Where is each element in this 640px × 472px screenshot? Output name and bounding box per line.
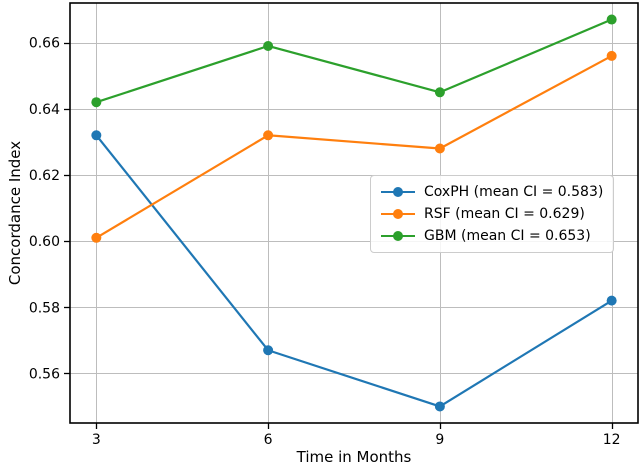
y-tick-label: 0.60 <box>29 234 60 250</box>
y-tick-label: 0.64 <box>29 102 60 118</box>
legend: CoxPH (mean CI = 0.583) RSF (mean CI = 0.… <box>370 175 615 253</box>
data-point-marker <box>434 401 445 412</box>
legend-entry: CoxPH (mean CI = 0.583) <box>381 181 603 203</box>
data-point-marker <box>434 87 445 98</box>
data-point-marker <box>263 40 274 51</box>
plot-border <box>69 2 639 424</box>
legend-line-marker-icon <box>381 208 415 220</box>
data-point-marker <box>606 14 617 25</box>
x-axis-label: Time in Months <box>296 448 412 466</box>
series-line <box>95 18 613 104</box>
x-tick-label: 12 <box>603 432 621 448</box>
legend-entry-label: CoxPH (mean CI = 0.583) <box>424 184 604 200</box>
data-point-marker <box>263 130 274 141</box>
series-line <box>95 54 613 239</box>
data-point-marker <box>606 50 617 61</box>
legend-dot-icon <box>393 209 403 219</box>
data-point-marker <box>263 345 274 356</box>
legend-entry-label: GBM (mean CI = 0.653) <box>424 228 591 244</box>
y-tick-label: 0.66 <box>29 36 60 52</box>
y-tick-label: 0.58 <box>29 300 60 316</box>
data-point-marker <box>91 97 102 108</box>
series-line <box>95 134 613 408</box>
legend-entry-label: RSF (mean CI = 0.629) <box>424 206 585 222</box>
data-point-marker <box>91 232 102 243</box>
data-point-marker <box>91 130 102 141</box>
legend-line-marker-icon <box>381 230 415 242</box>
legend-line-marker-icon <box>381 186 415 198</box>
x-tick-label: 3 <box>92 432 101 448</box>
x-tick-label: 6 <box>264 432 273 448</box>
data-point-marker <box>606 295 617 306</box>
legend-entry: GBM (mean CI = 0.653) <box>381 225 603 247</box>
legend-dot-icon <box>393 231 403 241</box>
legend-dot-icon <box>393 187 403 197</box>
y-tick-label: 0.62 <box>29 168 60 184</box>
y-tick-label: 0.56 <box>29 366 60 382</box>
x-tick-label: 9 <box>435 432 444 448</box>
y-axis-label: Concordance Index <box>6 140 24 286</box>
data-point-marker <box>434 143 445 154</box>
legend-entry: RSF (mean CI = 0.629) <box>381 203 603 225</box>
